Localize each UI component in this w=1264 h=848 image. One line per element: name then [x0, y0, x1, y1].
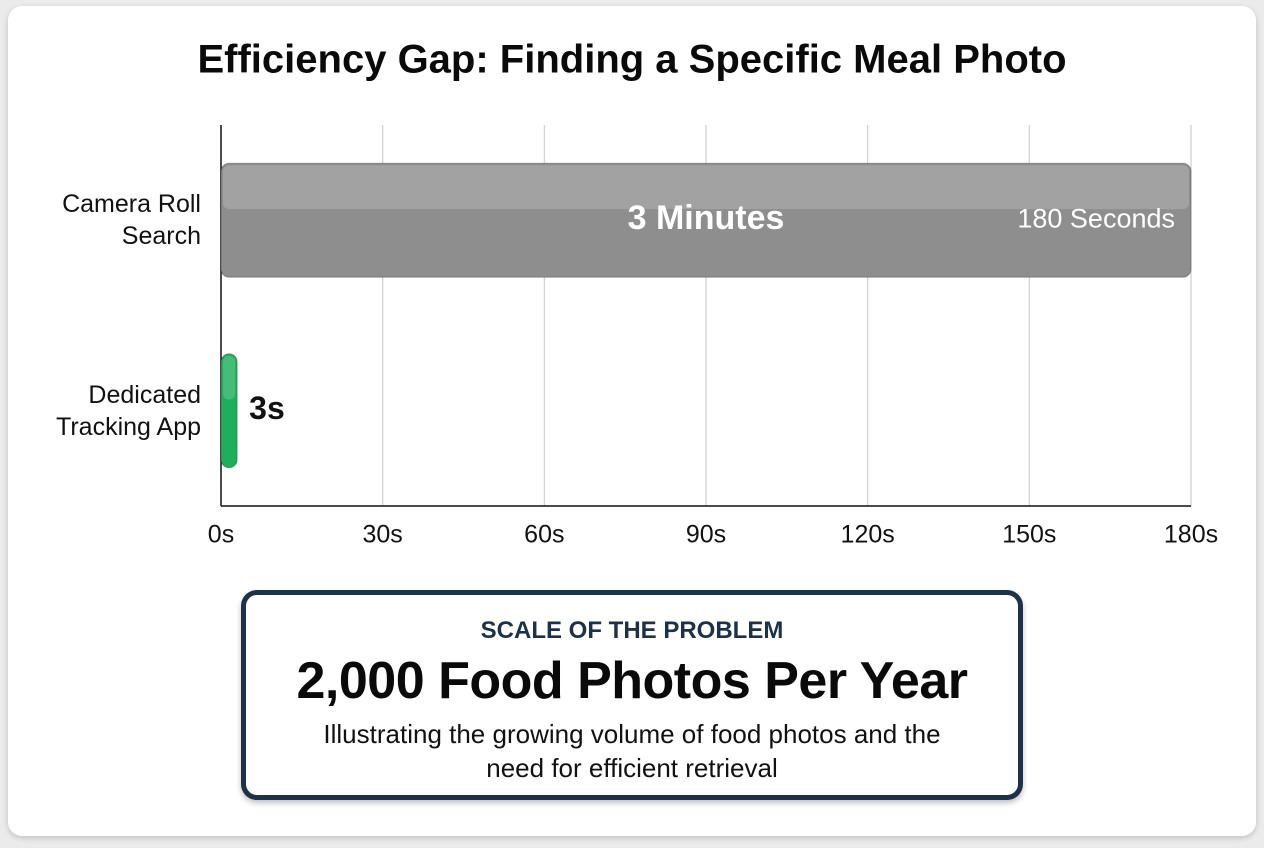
value-label: 180 Seconds	[1017, 203, 1175, 233]
callout-headline: 2,000 Food Photos Per Year	[296, 652, 968, 710]
y-tick-label: Dedicated Tracking App	[56, 380, 201, 441]
chart-title: Efficiency Gap: Finding a Specific Meal …	[197, 38, 1066, 82]
bar-highlight	[223, 165, 1189, 210]
x-tick-label: 120s	[841, 521, 895, 549]
x-tick-label: 90s	[686, 521, 726, 549]
bar	[220, 353, 238, 469]
x-tick-label: 0s	[208, 521, 234, 549]
callout-box: SCALE OF THE PROBLEM 2,000 Food Photos P…	[241, 590, 1023, 800]
bar-annotation: 3 Minutes	[628, 199, 785, 237]
x-tick-label: 30s	[363, 521, 403, 549]
x-tick-label: 150s	[1002, 521, 1056, 549]
y-tick-label: Camera Roll Search	[62, 190, 201, 251]
callout-kicker: SCALE OF THE PROBLEM	[480, 617, 784, 644]
callout-body: Illustrating the growing volume of food …	[323, 719, 941, 783]
bar-highlight	[223, 355, 236, 400]
value-label: 3s	[249, 390, 285, 426]
x-tick-label: 60s	[524, 521, 564, 549]
x-tick-label: 180s	[1164, 521, 1218, 549]
bar	[220, 162, 1192, 278]
